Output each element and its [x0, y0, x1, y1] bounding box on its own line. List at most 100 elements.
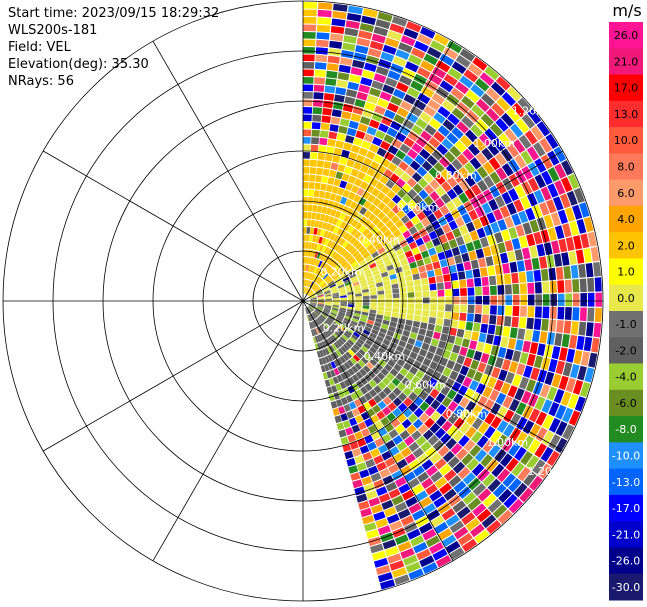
range-gate	[303, 279, 306, 287]
range-gate	[561, 334, 570, 348]
range-gate	[312, 114, 322, 122]
range-gate	[480, 236, 489, 248]
range-gate	[463, 200, 474, 212]
range-gate	[312, 284, 318, 291]
range-gate	[317, 305, 324, 308]
range-gate	[338, 390, 345, 398]
range-gate	[355, 296, 362, 300]
range-gate	[394, 167, 405, 177]
colorbar-cell	[609, 547, 643, 575]
range-gate	[484, 128, 498, 142]
range-gate	[368, 379, 377, 388]
range-gate	[315, 288, 321, 293]
range-gate	[550, 293, 558, 306]
range-gate	[395, 49, 410, 60]
colorbar-tick: -1.0	[615, 318, 636, 331]
range-gate	[465, 269, 473, 279]
range-gate	[372, 375, 382, 385]
range-gate	[430, 290, 437, 297]
range-gate	[461, 512, 476, 526]
range-gate	[332, 296, 340, 299]
range-gate	[429, 191, 440, 202]
range-gate	[331, 288, 338, 293]
range-gate	[446, 359, 456, 370]
range-gate	[403, 397, 413, 407]
range-gate	[425, 330, 434, 338]
range-gate	[482, 286, 490, 296]
range-gate	[377, 302, 385, 307]
range-gate	[368, 203, 377, 213]
range-gate	[452, 362, 463, 373]
range-gate	[425, 535, 441, 548]
range-gate	[319, 325, 325, 332]
range-gate	[344, 27, 359, 37]
range-gate	[359, 368, 367, 377]
range-gate	[311, 242, 315, 250]
range-gate	[435, 186, 446, 197]
range-gate	[507, 385, 518, 398]
range-gate	[333, 234, 340, 243]
range-gate	[303, 287, 305, 294]
range-gate	[303, 69, 314, 77]
range-gate	[323, 340, 329, 347]
range-gate	[497, 347, 507, 358]
range-gate	[348, 401, 357, 410]
range-gate	[402, 264, 410, 271]
range-gate	[446, 132, 459, 145]
range-gate	[351, 219, 359, 228]
range-gate	[543, 242, 553, 256]
range-gate	[442, 450, 455, 463]
range-gate	[371, 187, 381, 197]
range-gate	[313, 311, 319, 317]
range-gate	[364, 418, 374, 428]
range-gate	[422, 528, 437, 541]
range-gate	[520, 451, 533, 466]
range-gate	[391, 470, 403, 481]
range-gate	[583, 336, 593, 352]
range-gate	[310, 301, 317, 304]
range-gate	[521, 435, 535, 450]
range-gate	[317, 9, 332, 18]
range-gate	[500, 453, 513, 467]
range-gate	[369, 87, 381, 98]
range-gate	[450, 272, 459, 281]
range-gate	[330, 353, 336, 361]
range-gate	[395, 219, 404, 229]
range-gate	[343, 379, 351, 387]
range-gate	[311, 129, 320, 137]
range-gate	[462, 148, 475, 161]
range-gate	[366, 276, 374, 282]
range-gate	[303, 16, 317, 24]
range-gate	[463, 330, 472, 340]
range-gate	[542, 294, 550, 306]
range-gate	[511, 213, 522, 226]
range-gate	[530, 367, 540, 381]
range-gate	[303, 114, 312, 122]
range-gate	[406, 210, 416, 220]
range-gate	[548, 319, 557, 332]
range-gate	[453, 393, 464, 404]
azimuth-spoke	[42, 300, 304, 452]
range-gate	[388, 488, 401, 499]
range-gate	[336, 79, 348, 88]
range-gate	[325, 338, 331, 346]
range-gate	[529, 245, 538, 258]
range-gate	[364, 374, 372, 382]
range-gate	[400, 172, 411, 183]
range-gate	[368, 247, 377, 255]
range-gate	[422, 206, 433, 217]
range-gate	[458, 385, 468, 396]
range-gate	[465, 413, 477, 426]
range-gate	[357, 123, 368, 133]
range-gate	[334, 331, 341, 338]
range-gate	[307, 272, 311, 280]
range-gate	[379, 91, 392, 102]
range-gate	[372, 354, 381, 363]
range-gate	[309, 294, 316, 298]
range-gate	[350, 168, 360, 177]
range-gate	[314, 287, 321, 292]
range-gate	[353, 194, 362, 203]
range-gate	[363, 342, 371, 350]
range-gate	[380, 368, 389, 377]
range-gate	[445, 378, 455, 389]
